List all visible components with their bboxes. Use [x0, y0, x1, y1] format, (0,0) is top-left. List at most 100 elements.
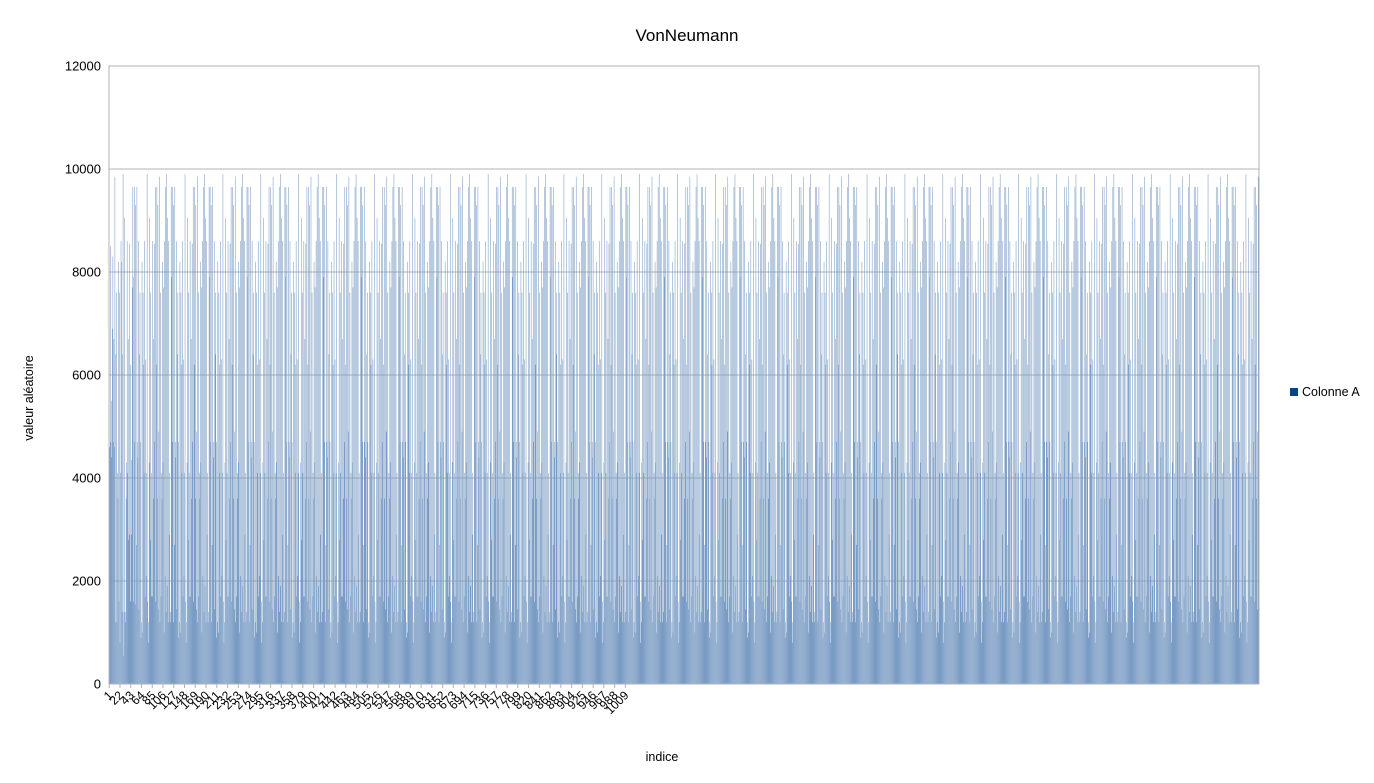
bar [852, 611, 853, 684]
bar [179, 261, 181, 684]
bar [349, 622, 350, 684]
bar [636, 472, 637, 684]
bar [698, 241, 700, 684]
bar [861, 622, 862, 684]
bar [715, 174, 716, 684]
bar [588, 187, 590, 684]
bar [348, 176, 350, 685]
bar [640, 622, 642, 684]
bar [1101, 243, 1102, 684]
bar [915, 205, 916, 685]
bar [1074, 575, 1075, 684]
bar [822, 637, 824, 684]
bar [837, 601, 839, 684]
bar [855, 622, 857, 684]
bar [402, 441, 403, 684]
bar [271, 609, 273, 684]
bar [1213, 596, 1214, 684]
bar [1073, 241, 1075, 684]
bar [707, 609, 708, 684]
bar [881, 472, 882, 684]
bar [920, 462, 922, 684]
bar [582, 611, 584, 684]
bar [482, 261, 484, 684]
bar [892, 205, 894, 685]
bar [1143, 431, 1145, 684]
bar [842, 292, 843, 684]
bar [341, 596, 343, 684]
bar [790, 174, 792, 684]
bar [993, 622, 994, 684]
bar [146, 472, 147, 684]
bar [716, 642, 717, 684]
bar [257, 241, 259, 684]
bar [436, 187, 437, 684]
bar [572, 364, 574, 684]
bar [419, 243, 420, 684]
bar [1176, 498, 1178, 684]
bar [148, 462, 150, 684]
bar [655, 462, 656, 684]
bar [399, 187, 400, 684]
bar [1237, 609, 1239, 684]
bar [764, 431, 766, 684]
bar [893, 544, 895, 684]
bar [1056, 174, 1057, 684]
bar [976, 292, 977, 684]
bar [1213, 338, 1215, 684]
bar [320, 534, 321, 684]
bar [895, 457, 896, 684]
bar [978, 359, 980, 684]
bar [942, 472, 943, 684]
bar [190, 338, 192, 684]
bar [792, 622, 794, 684]
bar [308, 187, 309, 684]
bar [861, 261, 863, 684]
bar [125, 622, 126, 684]
bar [833, 596, 835, 684]
bar [510, 622, 512, 684]
bar [573, 187, 574, 684]
bar [1148, 287, 1149, 684]
bar [469, 586, 471, 684]
bar [598, 472, 600, 684]
bar [1168, 359, 1169, 684]
bar [281, 622, 283, 684]
bar [1124, 354, 1125, 684]
bar [430, 187, 432, 684]
bar [584, 217, 585, 684]
bar [437, 187, 438, 684]
bar [895, 241, 897, 684]
bar [1078, 534, 1079, 684]
bar [945, 217, 946, 684]
bar [282, 534, 284, 684]
legend: Colonne A [1290, 385, 1360, 399]
bar [784, 637, 786, 684]
bar [188, 472, 190, 684]
bar [956, 472, 958, 684]
bar [156, 364, 157, 684]
bar [1214, 243, 1216, 684]
bar [1257, 176, 1259, 685]
bar [802, 431, 804, 684]
bar [1186, 287, 1187, 684]
bar [318, 586, 319, 684]
bar [1065, 364, 1066, 684]
bar [454, 472, 455, 684]
bar [248, 205, 250, 685]
bar [1119, 187, 1120, 684]
bar [1071, 498, 1072, 684]
bar [810, 586, 812, 684]
bar [840, 431, 842, 684]
bar [1198, 441, 1199, 684]
bar [278, 575, 280, 684]
bar [253, 441, 255, 684]
bar [926, 534, 928, 684]
bar [192, 187, 194, 684]
bar [660, 622, 661, 684]
bar [838, 187, 840, 684]
bar [1030, 176, 1032, 685]
bar [750, 472, 751, 684]
bar [283, 472, 284, 684]
bar [259, 575, 261, 684]
